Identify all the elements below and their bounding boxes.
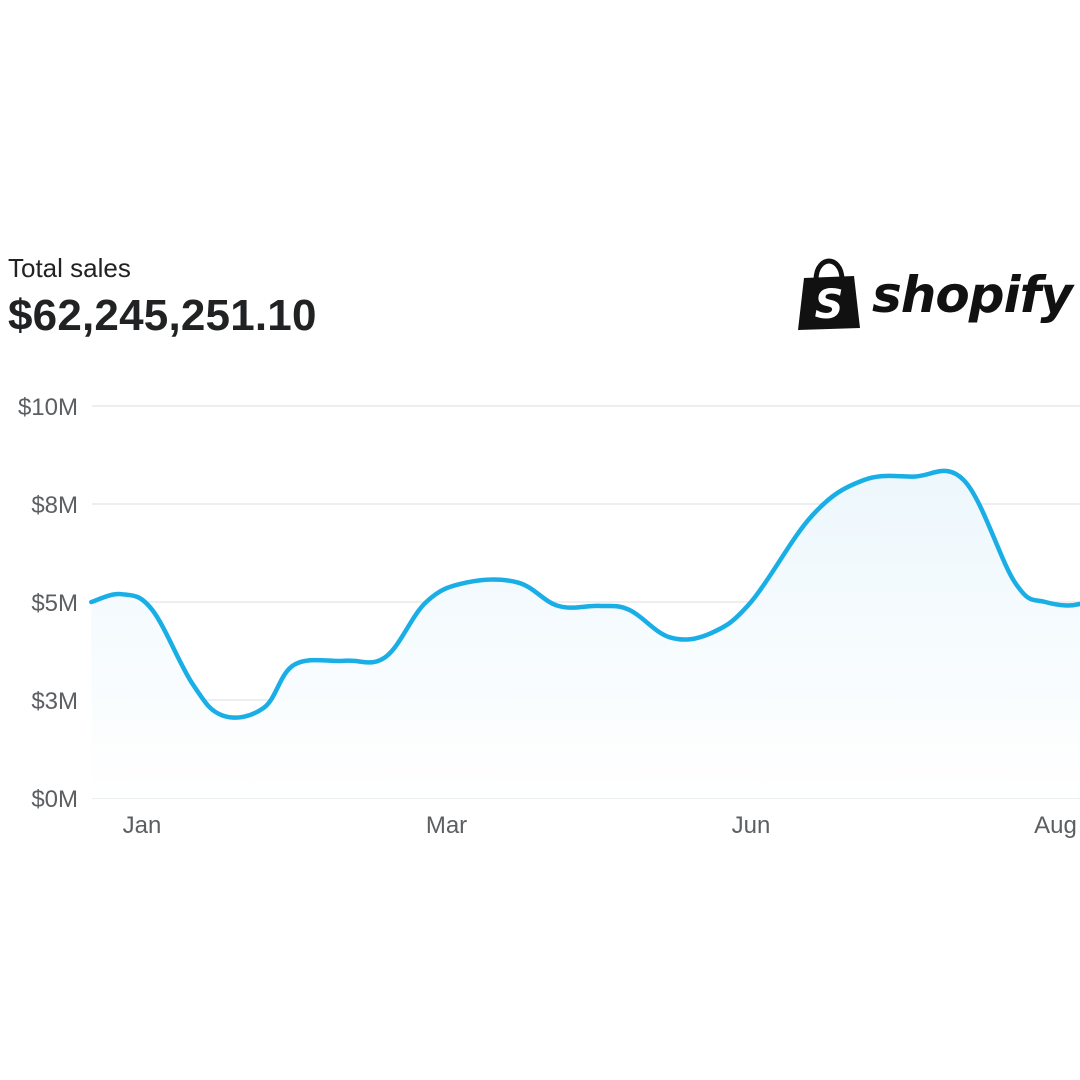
x-axis: JanMarJunAugNov [123,812,1077,839]
x-tick-label: Mar [426,812,467,839]
shopify-logo: S shopify [796,258,1073,332]
total-sales-header: Total sales $62,245,251.10 [8,250,317,344]
svg-text:S: S [815,282,844,328]
sales-area [91,471,1080,798]
x-tick-label: Jan [123,812,162,839]
line-layer [89,468,1080,720]
brand-name: shopify [872,266,1073,324]
sales-line [89,468,1080,720]
sales-chart: $0M$3M$5M$8M$10M JanMarJunAugNov [18,394,1080,839]
y-tick-label: $5M [31,590,78,617]
total-sales-label: Total sales [8,253,131,283]
shopping-bag-icon: S [798,258,860,330]
x-tick-label: Jun [732,812,771,839]
y-tick-label: $8M [31,492,78,519]
total-sales-value: $62,245,251.10 [8,291,317,340]
y-axis: $0M $3M $5M $8M $10M [18,394,78,813]
area-layer [91,471,1080,798]
y-tick-label: $3M [31,688,78,715]
x-tick-label: Aug [1034,812,1077,839]
y-tick-label: $0M [31,786,78,813]
y-tick-label: $10M [18,394,78,421]
